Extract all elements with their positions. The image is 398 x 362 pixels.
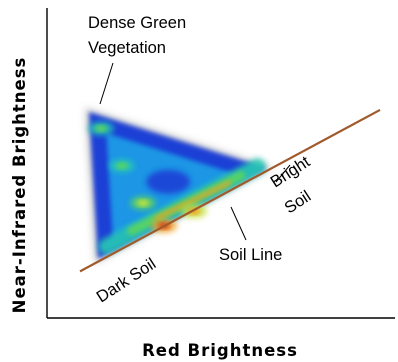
density-peak-4 <box>95 125 107 133</box>
annotation-soil-line: Soil Line <box>219 246 282 264</box>
cloud-notch <box>146 169 191 194</box>
density-peak-0 <box>137 199 149 207</box>
soil-line-pointer <box>230 206 247 241</box>
soil-line <box>79 108 381 273</box>
annotation-dense-green-vegetation-line2: Vegetation <box>88 39 166 57</box>
x-axis-label: Red Brightness <box>142 341 298 360</box>
density-point-cloud <box>85 107 273 264</box>
dense-vegetation-pointer <box>99 62 114 105</box>
density-peak-3 <box>116 162 128 170</box>
y-axis-label: Near-Infrared Brightness <box>10 57 29 314</box>
annotation-dense-green-vegetation-line1: Dense Green <box>88 14 186 32</box>
bright-soil-pointer <box>275 164 291 183</box>
soil-ridge-peak <box>154 180 232 221</box>
